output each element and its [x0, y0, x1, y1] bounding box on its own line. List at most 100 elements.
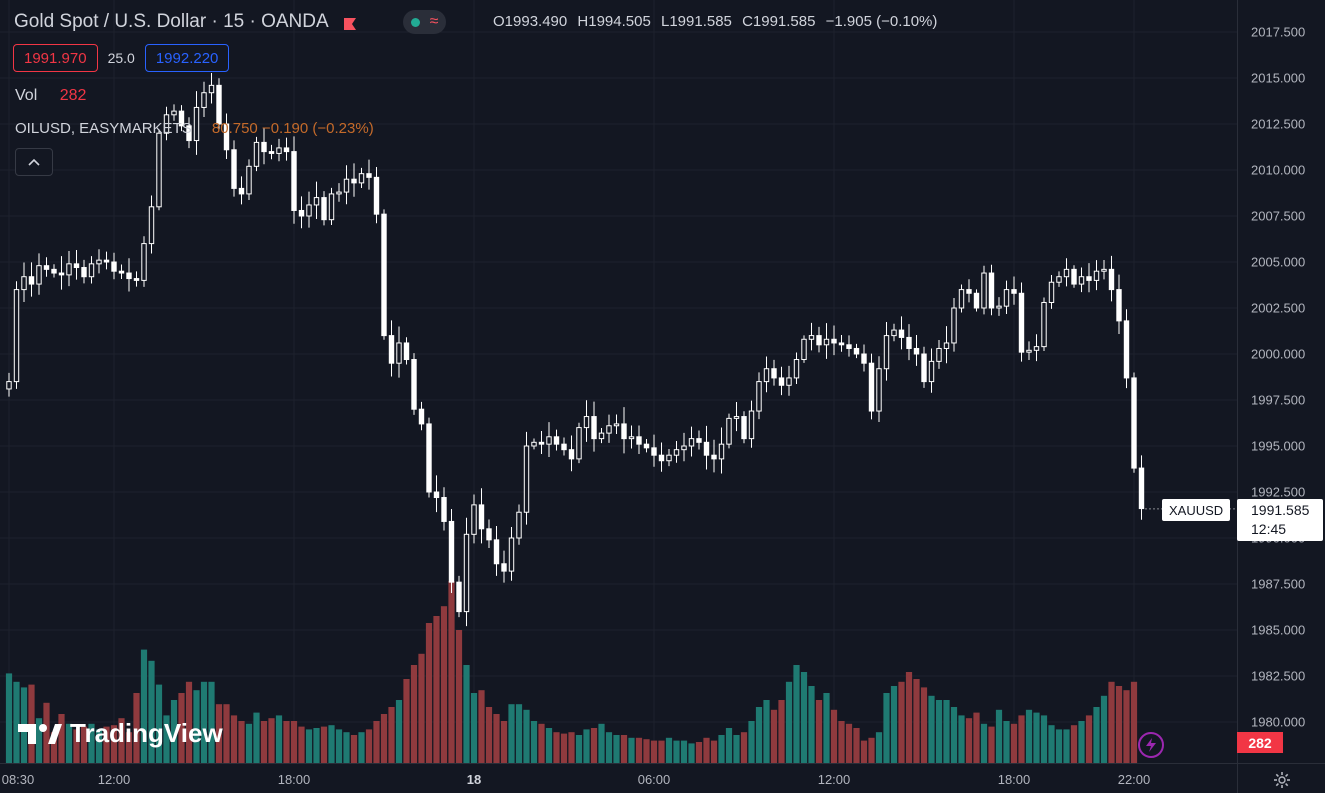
overlay-legend[interactable]: OILUSD, EASYMARKETS 80.750 −0.190 (−0.23… — [15, 120, 374, 137]
volume-bar — [658, 740, 665, 763]
time-tick-label: 18:00 — [997, 772, 1031, 787]
candle-body — [621, 423, 627, 440]
grid-layer — [0, 0, 1237, 763]
candle-body — [6, 381, 12, 390]
volume-bar — [1040, 715, 1048, 763]
candle-body — [358, 173, 365, 184]
candle-body — [156, 132, 162, 208]
candle-body — [516, 511, 522, 539]
candle-body — [891, 329, 897, 337]
flag-icon[interactable] — [343, 15, 357, 30]
candle-body — [1048, 281, 1055, 303]
volume-bar — [260, 721, 268, 763]
candle-body — [268, 151, 275, 154]
candle-body — [696, 438, 702, 443]
price-axis[interactable]: 2017.500 2015.000 2012.500 2010.000 2007.500… — [1237, 0, 1325, 763]
price-tick-label: 2012.500 — [1251, 116, 1306, 132]
candle-body — [613, 423, 620, 427]
candle-body — [643, 443, 650, 449]
candle-body — [1138, 467, 1145, 510]
price-tick-label: 1995.000 — [1251, 438, 1306, 454]
candle-body — [913, 347, 920, 355]
volume-bar — [485, 707, 493, 763]
volume-bar — [808, 686, 815, 763]
market-status-pill[interactable]: ≈ — [402, 10, 447, 34]
candle-body — [193, 106, 200, 142]
collapse-legend-button[interactable] — [15, 148, 53, 176]
candle-body — [1011, 289, 1017, 294]
candle-body — [868, 362, 875, 412]
candle-body — [13, 289, 20, 383]
volume-bar — [13, 681, 20, 763]
candle-body — [366, 173, 372, 178]
candle-body — [966, 289, 972, 294]
volume-bar — [965, 718, 973, 763]
time-tick-label: 18 — [466, 772, 482, 787]
candle-body — [328, 193, 335, 221]
volume-bar — [463, 665, 470, 763]
candle-body — [283, 147, 290, 153]
volume-bar — [343, 732, 350, 763]
candle-body — [531, 441, 537, 447]
candle-body — [126, 272, 132, 280]
candle-body — [231, 149, 237, 189]
volume-bar — [695, 742, 703, 763]
volume-bar — [103, 726, 110, 763]
candle-body — [103, 259, 110, 263]
ohlc-low: L1991.585 — [660, 13, 732, 30]
volume-bar — [838, 721, 845, 763]
market-open-dot-icon — [410, 17, 420, 27]
volume-bar — [1108, 681, 1115, 763]
volume-bar — [530, 721, 538, 763]
volume-bar — [995, 709, 1003, 763]
candle-body — [163, 114, 170, 134]
volume-bar — [43, 702, 50, 763]
gear-icon[interactable] — [1273, 771, 1291, 789]
volume-bar — [740, 732, 748, 763]
volume-legend[interactable]: Vol 282 — [15, 87, 86, 105]
volume-bar — [328, 725, 335, 763]
volume-bar — [73, 729, 80, 763]
candle-body — [1131, 377, 1137, 469]
volume-bar — [523, 709, 530, 763]
candle-body — [636, 436, 642, 445]
candle-body — [118, 270, 125, 274]
candle-body — [898, 329, 905, 338]
volume-bar — [305, 729, 313, 763]
lightning-button[interactable] — [1138, 732, 1164, 758]
volume-bar — [643, 739, 650, 763]
ohlc-legend: O1993.490 H1994.505 L1991.585 C1991.585 … — [493, 13, 937, 30]
candle-body — [478, 504, 485, 530]
candle-body — [591, 416, 597, 440]
candle-body — [853, 347, 860, 355]
logo-text: TradingView — [70, 718, 223, 748]
volume-bar — [478, 690, 485, 763]
candle-body — [493, 539, 500, 565]
time-axis[interactable]: 08:30 12:00 18:00 18 06:00 12:00 18:00 22:00 — [0, 763, 1237, 793]
volume-bar — [1063, 729, 1070, 763]
candle-body — [846, 344, 852, 349]
tradingview-logo[interactable]: TradingView — [18, 718, 223, 749]
price-tick-label: 1987.500 — [1251, 576, 1306, 592]
candle-body — [921, 353, 927, 383]
sell-button[interactable]: 1991.970 — [13, 44, 98, 72]
volume-bar — [418, 653, 425, 763]
volume-bar — [860, 740, 868, 763]
candle-body — [778, 377, 785, 386]
volume-bar — [598, 723, 605, 763]
volume-bar — [493, 714, 500, 763]
symbol-title[interactable]: Gold Spot / U.S. Dollar · 15 · OANDA — [14, 11, 329, 32]
volume-bar — [223, 704, 230, 763]
volume-bar — [830, 709, 838, 763]
volume-bar — [703, 737, 710, 763]
candle-body — [823, 338, 830, 346]
candle-body — [1116, 289, 1122, 322]
candle-body — [141, 243, 147, 281]
buy-button[interactable]: 1992.220 — [144, 44, 230, 72]
price-chart[interactable] — [0, 0, 1237, 763]
candle-body — [763, 368, 770, 383]
candle-body — [418, 408, 425, 425]
spread-value: 25.0 — [107, 50, 135, 66]
volume-bar — [58, 714, 65, 763]
chart-area[interactable] — [0, 0, 1237, 763]
